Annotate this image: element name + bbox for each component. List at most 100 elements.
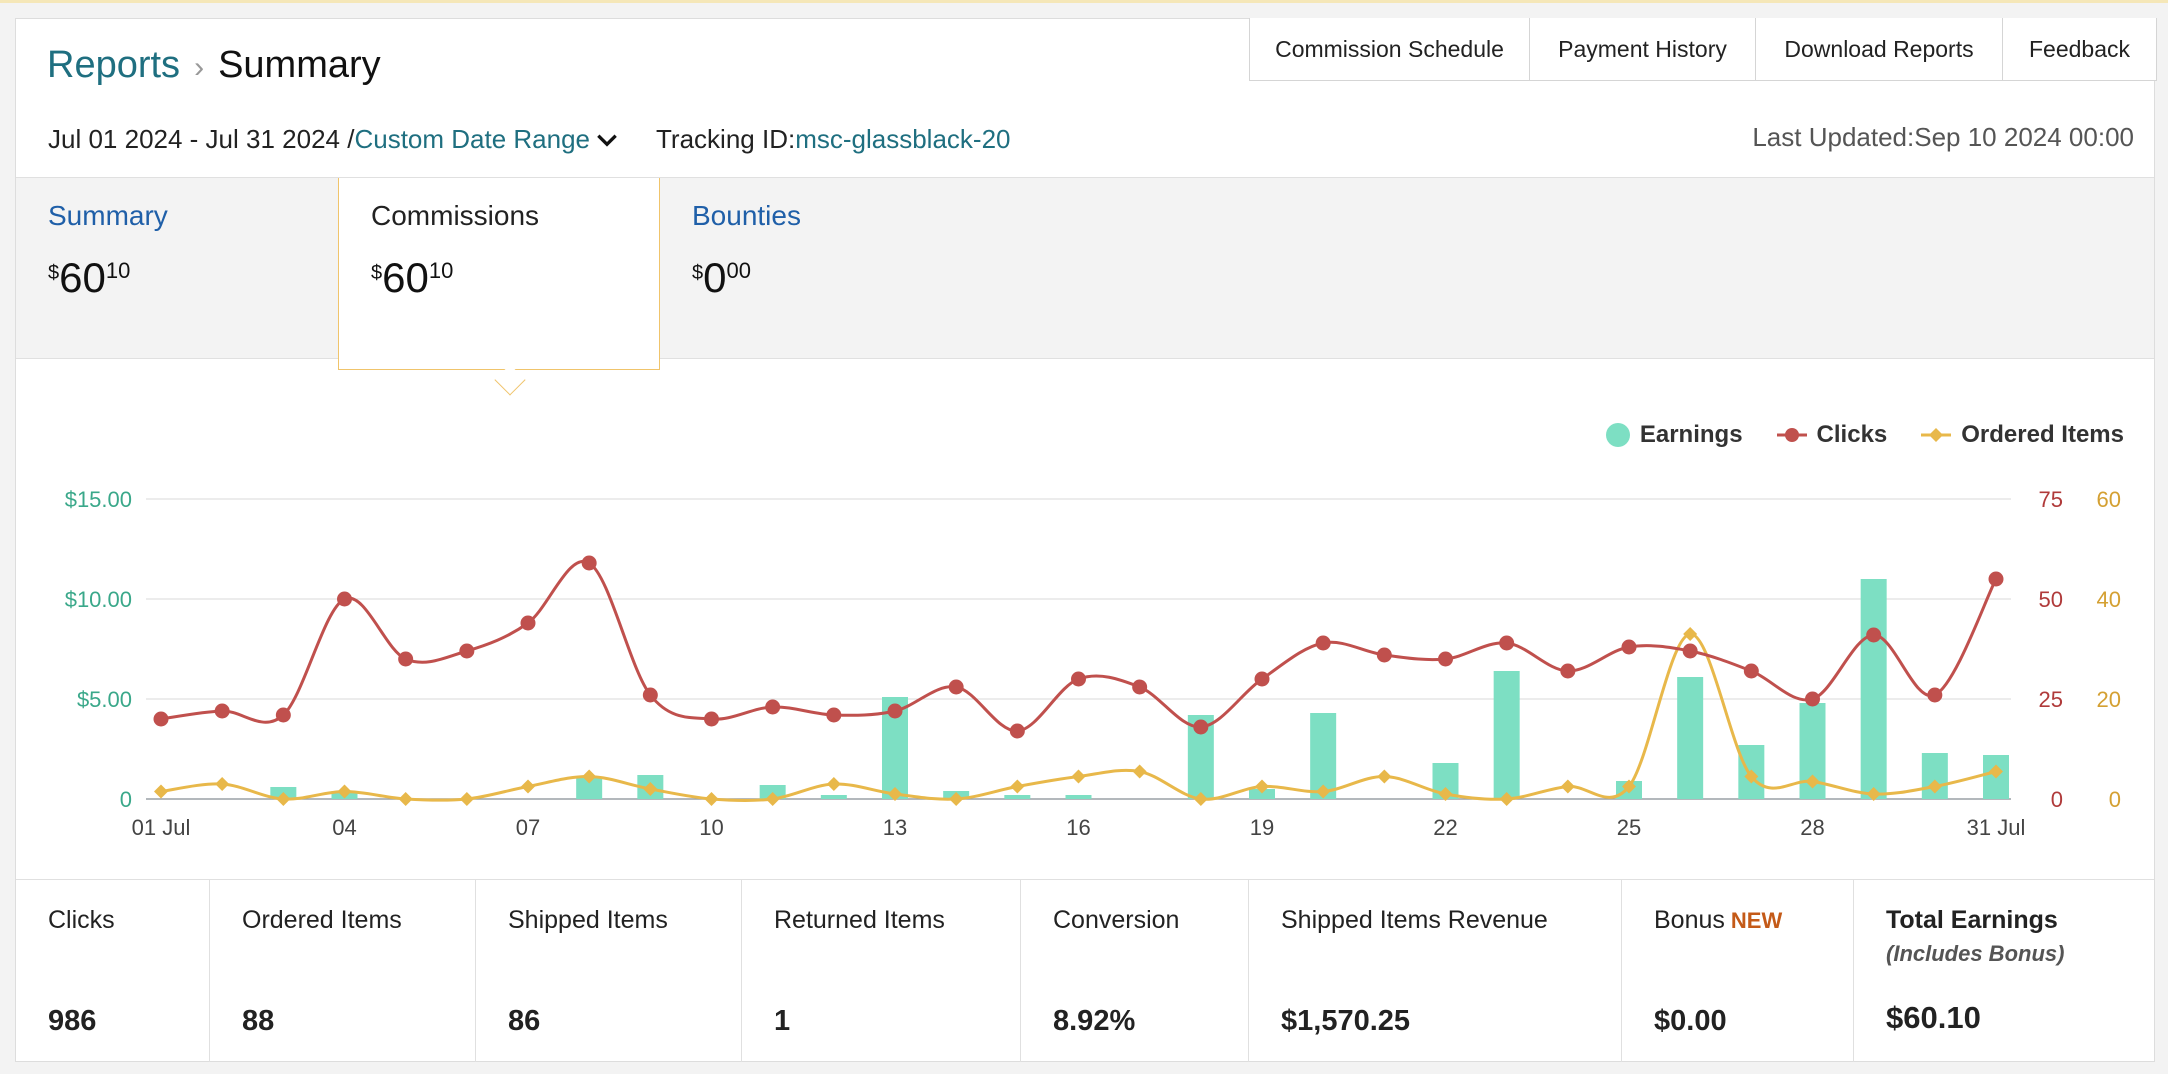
tab-bounties[interactable]: Bounties $000 bbox=[660, 178, 980, 358]
stat-revenue-value: $1,570.25 bbox=[1281, 1005, 1411, 1037]
breadcrumb-separator: › bbox=[194, 51, 205, 84]
ordered-items-point bbox=[1683, 627, 1698, 641]
clicks-point bbox=[153, 711, 169, 727]
clicks-point bbox=[1927, 687, 1943, 703]
date-row: Jul 01 2024 - Jul 31 2024 / Custom Date … bbox=[48, 124, 1011, 155]
stat-total-earnings: Total Earnings (Includes Bonus) $60.10 bbox=[1854, 880, 2154, 1062]
clicks-point bbox=[337, 591, 352, 607]
stats-row: Clicks 986 Ordered Items 88 Shipped Item… bbox=[16, 879, 2154, 1062]
ordered-items-point bbox=[1989, 764, 2003, 779]
tab-bounties-label[interactable]: Bounties bbox=[692, 200, 801, 231]
stat-bonus: Bonus NEW $0.00 bbox=[1622, 880, 1854, 1062]
ordered-items-point bbox=[1438, 787, 1453, 801]
report-toolbar: Commission Schedule Payment History Down… bbox=[1249, 18, 2157, 81]
y-right-ordered-tick-label: 60 bbox=[2097, 487, 2121, 512]
ordered-items-point bbox=[1071, 769, 1086, 784]
stat-returned-items-label: Returned Items bbox=[774, 906, 945, 934]
legend-earnings[interactable]: Earnings bbox=[1605, 421, 1743, 449]
y-left-tick-label: $15.00 bbox=[65, 487, 132, 512]
ordered-items-point bbox=[765, 792, 780, 806]
clicks-point bbox=[1621, 639, 1637, 655]
stat-ordered-items-value: 88 bbox=[242, 1005, 275, 1037]
tab-commissions[interactable]: Commissions $6010 bbox=[338, 178, 660, 370]
summary-tabs: Summary $6010 Commissions $6010 Bounties… bbox=[16, 177, 2154, 370]
earnings-bar bbox=[1860, 579, 1887, 799]
feedback-button[interactable]: Feedback bbox=[2028, 35, 2130, 62]
x-tick-label: 01 Jul bbox=[132, 815, 191, 840]
ordered-items-point bbox=[459, 792, 474, 806]
tab-commissions-label[interactable]: Commissions bbox=[371, 200, 540, 231]
ordered-items-point bbox=[154, 784, 168, 799]
stat-returned-items: Returned Items 1 bbox=[742, 880, 1021, 1062]
y-right-ordered-tick-label: 20 bbox=[2097, 687, 2121, 712]
report-panel: Reports › Summary Commission Schedule Pa… bbox=[15, 18, 2157, 1062]
clicks-point bbox=[1805, 691, 1820, 707]
x-tick-label: 19 bbox=[1250, 815, 1274, 840]
x-tick-label: 31 Jul bbox=[1967, 815, 2026, 840]
stat-clicks-label: Clicks bbox=[48, 906, 115, 934]
y-left-tick-label: $10.00 bbox=[65, 587, 132, 612]
clicks-point bbox=[1866, 627, 1882, 643]
clicks-point bbox=[459, 643, 475, 659]
ordered-items-point bbox=[643, 782, 658, 796]
legend-clicks[interactable]: Clicks bbox=[1776, 421, 1887, 449]
stat-total-earnings-value: $60.10 bbox=[1886, 1000, 1981, 1035]
legend-ordered-items[interactable]: Ordered Items bbox=[1921, 421, 2124, 449]
stat-total-earnings-note: (Includes Bonus) bbox=[1886, 941, 2065, 966]
x-tick-label: 04 bbox=[332, 815, 356, 840]
ordered-items-point bbox=[1010, 779, 1025, 794]
clicks-point bbox=[214, 703, 230, 719]
clicks-point bbox=[1071, 671, 1086, 687]
clicks-point bbox=[275, 707, 291, 723]
ordered-items-point bbox=[1927, 779, 1942, 794]
chart-legend: Earnings Clicks Ordered Items bbox=[1605, 421, 2124, 449]
clicks-point bbox=[1315, 635, 1331, 651]
stat-shipped-items-value: 86 bbox=[508, 1005, 541, 1037]
clicks-point bbox=[826, 707, 842, 723]
ordered-items-point bbox=[1193, 792, 1208, 806]
earnings-bar bbox=[1249, 789, 1275, 799]
ordered-items-point bbox=[1316, 784, 1331, 799]
tab-summary[interactable]: Summary $6010 bbox=[16, 178, 334, 358]
stat-shipped-items-label: Shipped Items bbox=[508, 906, 668, 934]
payment-history-button[interactable]: Payment History bbox=[1530, 18, 1756, 80]
clicks-point bbox=[765, 699, 781, 715]
custom-date-range-dropdown[interactable]: Custom Date Range bbox=[354, 124, 591, 154]
x-tick-label: 16 bbox=[1066, 815, 1090, 840]
ordered-items-point bbox=[1499, 792, 1514, 806]
date-range-text: Jul 01 2024 - Jul 31 2024 / bbox=[48, 124, 355, 154]
ordered-items-point bbox=[826, 777, 841, 791]
clicks-point bbox=[1682, 643, 1698, 659]
stat-conversion-value: 8.92% bbox=[1053, 1005, 1136, 1037]
tab-summary-label[interactable]: Summary bbox=[48, 200, 168, 231]
stat-conversion-label: Conversion bbox=[1053, 906, 1180, 934]
stat-ordered-items: Ordered Items 88 bbox=[210, 880, 476, 1062]
y-right-clicks-tick-label: 0 bbox=[2051, 787, 2063, 812]
clicks-point bbox=[398, 651, 414, 667]
breadcrumb-reports-link[interactable]: Reports bbox=[47, 44, 181, 86]
ordered-items-point bbox=[398, 792, 413, 806]
stat-conversion: Conversion 8.92% bbox=[1021, 880, 1249, 1062]
ordered-items-point bbox=[521, 779, 535, 794]
x-tick-label: 25 bbox=[1617, 815, 1641, 840]
earnings-bar bbox=[1004, 795, 1031, 799]
clicks-point bbox=[948, 679, 964, 695]
tab-commissions-amount: $6010 bbox=[371, 254, 454, 301]
earnings-bar bbox=[1065, 795, 1092, 799]
chevron-down-icon[interactable] bbox=[594, 127, 620, 153]
x-tick-label: 28 bbox=[1800, 815, 1824, 840]
clicks-point bbox=[581, 555, 597, 571]
tracking-id-link[interactable]: msc-glassblack-20 bbox=[795, 124, 1011, 154]
tab-summary-amount: $6010 bbox=[48, 254, 131, 301]
ordered-items-point bbox=[582, 769, 597, 784]
x-tick-label: 13 bbox=[883, 815, 907, 840]
download-reports-button[interactable]: Download Reports bbox=[1756, 18, 2003, 80]
y-right-clicks-tick-label: 50 bbox=[2039, 587, 2063, 612]
y-left-tick-label: 0 bbox=[120, 787, 132, 812]
ordered-items-point bbox=[215, 777, 230, 791]
stat-total-earnings-label: Total Earnings bbox=[1886, 906, 2058, 934]
ordered-items-point bbox=[1132, 764, 1147, 779]
earnings-chart: Earnings Clicks Ordered Items 0 0 0 $5.00 25… bbox=[16, 399, 2154, 859]
clicks-point bbox=[1009, 723, 1025, 739]
commission-schedule-button[interactable]: Commission Schedule bbox=[1250, 18, 1530, 80]
